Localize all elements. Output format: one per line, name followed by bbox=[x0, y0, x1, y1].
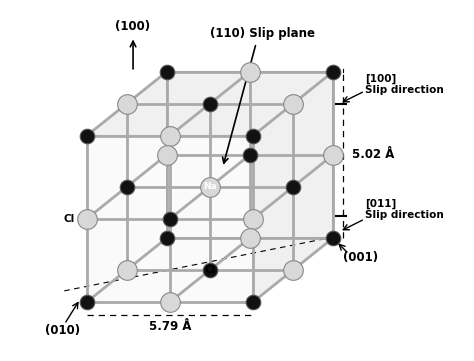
Point bbox=[329, 235, 337, 241]
Text: [011]
Slip direction: [011] Slip direction bbox=[365, 198, 444, 220]
Point bbox=[246, 235, 254, 241]
Text: Na: Na bbox=[203, 182, 217, 191]
Text: Cl: Cl bbox=[64, 214, 75, 224]
Polygon shape bbox=[253, 72, 333, 302]
Point bbox=[166, 216, 173, 222]
Point bbox=[289, 101, 297, 106]
Point bbox=[163, 69, 171, 75]
Point bbox=[123, 101, 130, 106]
Point bbox=[206, 101, 214, 106]
Point bbox=[83, 216, 91, 222]
Polygon shape bbox=[87, 136, 253, 302]
Point bbox=[123, 267, 130, 273]
Point bbox=[206, 267, 214, 273]
Text: (100): (100) bbox=[116, 20, 151, 33]
Point bbox=[289, 267, 297, 273]
Point bbox=[163, 235, 171, 241]
Point bbox=[329, 152, 337, 158]
Text: 5.02 Å: 5.02 Å bbox=[352, 148, 394, 161]
Point bbox=[83, 133, 91, 139]
Text: (010): (010) bbox=[45, 324, 80, 337]
Point bbox=[249, 133, 257, 139]
Point bbox=[206, 184, 214, 190]
Point bbox=[166, 133, 173, 139]
Point bbox=[163, 152, 171, 158]
Text: 5.79 Å: 5.79 Å bbox=[149, 319, 191, 332]
Text: Cl: Cl bbox=[204, 265, 216, 275]
Point bbox=[249, 299, 257, 305]
Point bbox=[246, 152, 254, 158]
Point bbox=[123, 184, 130, 190]
Point bbox=[83, 299, 91, 305]
Point bbox=[166, 299, 173, 305]
Point bbox=[249, 216, 257, 222]
Text: [100]
Slip direction: [100] Slip direction bbox=[365, 74, 444, 95]
Point bbox=[289, 184, 297, 190]
Text: (001): (001) bbox=[343, 251, 378, 264]
Polygon shape bbox=[87, 72, 333, 136]
Text: (110) Slip plane: (110) Slip plane bbox=[210, 27, 315, 40]
Point bbox=[329, 69, 337, 75]
Point bbox=[246, 69, 254, 75]
